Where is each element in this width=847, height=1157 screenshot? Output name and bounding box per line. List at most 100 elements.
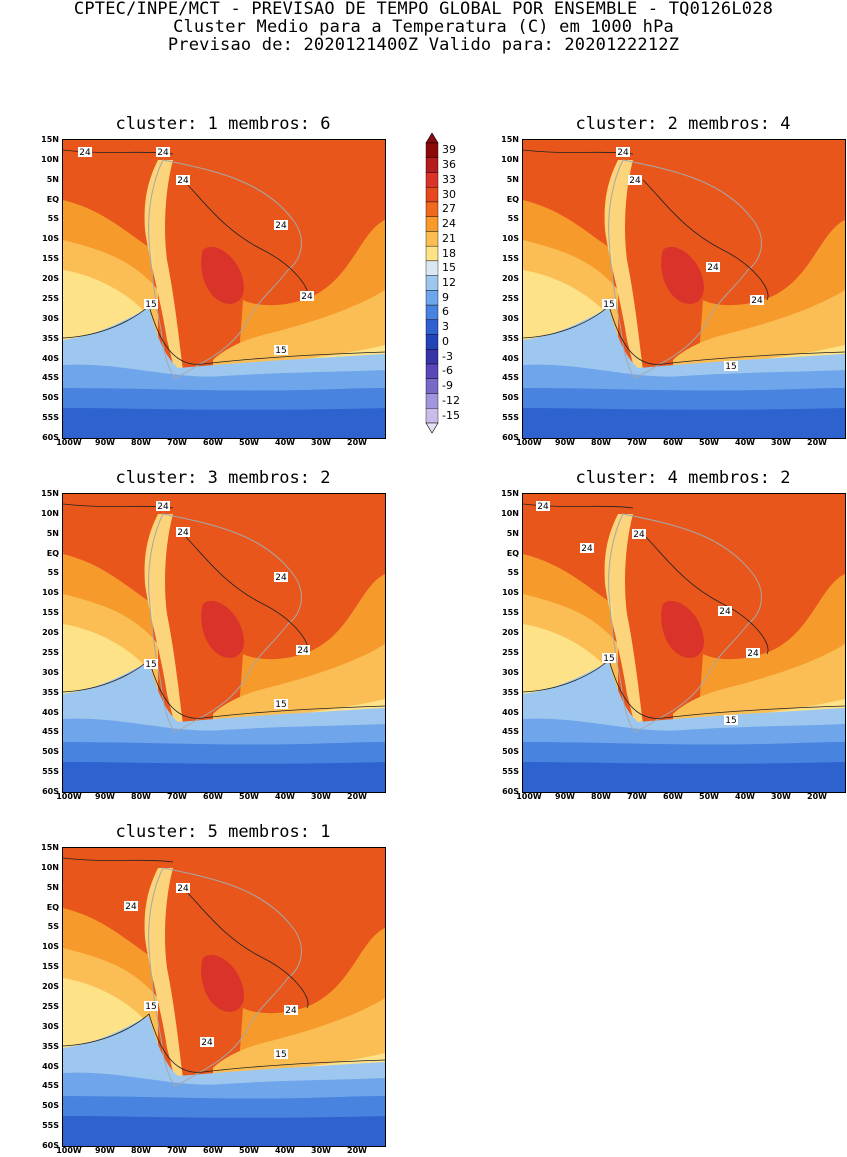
lon-tick-label: 40W	[735, 792, 755, 801]
colorbar-segment	[425, 231, 439, 247]
lon-tick-label: 30W	[771, 792, 791, 801]
lat-tick-label: 55S	[42, 1121, 59, 1131]
lat-tick-label: 5N	[46, 174, 59, 184]
contour-label-24: 24	[176, 527, 190, 538]
map-panel-cluster-4: 24 24 24 24 24 15 15	[522, 493, 846, 793]
contour-label-24: 24	[156, 501, 170, 512]
contour-label-24: 24	[284, 1005, 298, 1016]
lon-tick-label: 30W	[311, 792, 331, 801]
lat-tick-label: 10N	[41, 154, 59, 164]
contour-label-15: 15	[602, 299, 616, 310]
colorbar-segment	[425, 187, 439, 203]
contour-label-15: 15	[274, 345, 288, 356]
colorbar-level-label: 15	[442, 261, 456, 275]
svg-text:24: 24	[157, 502, 169, 512]
lon-tick-label: 50W	[239, 1146, 259, 1155]
svg-text:24: 24	[633, 530, 645, 540]
contour-label-24: 24	[300, 291, 314, 302]
lat-tick-label: 35S	[42, 333, 59, 343]
lat-tick-label: 45S	[502, 373, 519, 383]
colorbar-segment	[425, 334, 439, 350]
svg-text:24: 24	[177, 528, 189, 538]
lat-tick-label: 30S	[42, 313, 59, 323]
lon-tick-label: 20W	[347, 438, 367, 447]
svg-text:24: 24	[157, 148, 169, 158]
panel-title-cluster-1: cluster: 1 membros: 6	[115, 114, 331, 134]
lat-tick-label: 50S	[502, 393, 519, 403]
lon-tick-label: 100W	[516, 792, 542, 801]
colorbar-level-label: 21	[442, 231, 456, 245]
lat-tick-label: 60S	[502, 787, 519, 796]
lat-tick-label: 15S	[502, 254, 519, 264]
andes-band	[144, 160, 183, 370]
svg-text:24: 24	[201, 1038, 213, 1048]
lon-tick-label: 70W	[167, 438, 187, 447]
lon-tick-label: 80W	[591, 792, 611, 801]
lon-tick-label: 100W	[56, 1146, 82, 1155]
lon-tick-label: 60W	[203, 1146, 223, 1155]
temperature-field: 24 24 24 24 15 15	[63, 848, 385, 1146]
contour-label-24: 24	[296, 645, 310, 656]
panel-title-cluster-4: cluster: 4 membros: 2	[575, 468, 791, 488]
contour-label-24: 24	[78, 147, 92, 158]
lon-tick-label: 30W	[771, 438, 791, 447]
coastline	[148, 867, 302, 1087]
hot-core	[201, 246, 244, 304]
lat-tick-label: EQ	[46, 548, 59, 558]
contour-label-24: 24	[750, 295, 764, 306]
lat-tick-label: 15S	[42, 254, 59, 264]
colorbar-level-label: 18	[442, 246, 456, 260]
band-3	[63, 1116, 385, 1146]
lat-tick-label: 45S	[42, 373, 59, 383]
lat-tick-label: 25S	[502, 293, 519, 303]
svg-text:24: 24	[617, 148, 629, 158]
lon-tick-label: 80W	[131, 792, 151, 801]
contour-label-24: 24	[628, 175, 642, 186]
svg-text:15: 15	[725, 362, 736, 372]
lon-tick-label: 100W	[56, 792, 82, 801]
lat-tick-label: 40S	[502, 707, 519, 717]
lat-tick-label: 20S	[502, 628, 519, 638]
lat-tick-label: 35S	[42, 687, 59, 697]
svg-text:24: 24	[301, 292, 313, 302]
lat-tick-label: 60S	[502, 433, 519, 442]
lat-tick-label: 50S	[42, 1101, 59, 1111]
colorbar-segment	[425, 275, 439, 291]
lon-tick-label: 20W	[807, 438, 827, 447]
svg-text:24: 24	[719, 607, 731, 617]
contour-label-24: 24	[274, 572, 288, 583]
lon-tick-label: 90W	[555, 438, 575, 447]
lat-tick-label: 10S	[42, 942, 59, 952]
colorbar-top-arrow	[425, 133, 439, 144]
colorbar-segment	[425, 319, 439, 335]
colorbar-legend: 39 36 33 30 27 24 21 18 15 12 9 6 3 0 -3 -6 -9 -12 -15	[424, 133, 514, 443]
temperature-field: 24 24 24 24 15 15	[63, 494, 385, 792]
lon-tick-label: 90W	[555, 792, 575, 801]
lon-tick-label: 60W	[203, 792, 223, 801]
lon-tick-label: 80W	[131, 1146, 151, 1155]
lon-tick-label: 90W	[95, 792, 115, 801]
svg-text:24: 24	[751, 296, 763, 306]
temperature-field: 24 24 24 24 24 15 15	[523, 494, 845, 792]
colorbar-segment	[425, 349, 439, 365]
svg-text:15: 15	[603, 654, 614, 664]
contour-label-24: 24	[176, 175, 190, 186]
svg-text:24: 24	[177, 176, 189, 186]
contour-label-15: 15	[274, 699, 288, 710]
map-panel-cluster-1: 24 24 24 24 24 15 15	[62, 139, 386, 439]
lon-tick-label: 50W	[699, 792, 719, 801]
map-panel-cluster-3: 24 24 24 24 15 15	[62, 493, 386, 793]
lat-tick-label: 60S	[42, 1141, 59, 1150]
colorbar-level-label: 24	[442, 217, 456, 231]
lat-tick-label: 25S	[42, 1001, 59, 1011]
svg-text:24: 24	[629, 176, 641, 186]
contour-15	[63, 305, 385, 365]
lon-tick-label: 40W	[735, 438, 755, 447]
lon-tick-label: 70W	[167, 792, 187, 801]
lat-tick-label: 55S	[42, 413, 59, 423]
lat-tick-label: 5N	[46, 882, 59, 892]
contour-15	[63, 659, 385, 719]
lon-tick-label: 80W	[591, 438, 611, 447]
lat-tick-label: 5S	[507, 568, 519, 578]
lat-tick-label: 45S	[502, 727, 519, 737]
